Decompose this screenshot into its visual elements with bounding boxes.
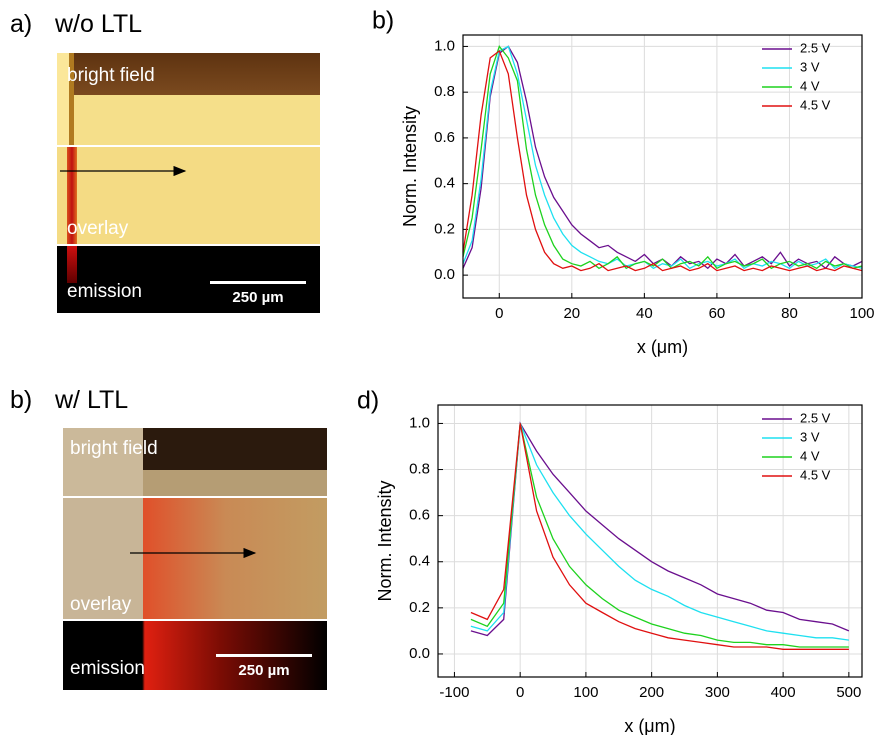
emission-stripe — [67, 146, 77, 245]
legend-label: 3 V — [800, 429, 820, 444]
y-tick-label: 0.8 — [434, 83, 455, 100]
x-tick-label: 80 — [781, 305, 798, 322]
legend-label: 2.5 V — [800, 410, 831, 425]
y-tick-label: 0.2 — [409, 599, 430, 616]
y-tick-label: 1.0 — [409, 414, 430, 431]
bright-field — [143, 470, 327, 497]
plot-frame — [437, 404, 863, 678]
bright-field — [63, 428, 143, 497]
data-line — [470, 421, 850, 637]
data-line — [470, 423, 849, 648]
micrograph: bright field overlay emission 250 µm — [63, 428, 327, 690]
x-tick-label: -100 — [439, 684, 469, 701]
panel-label: a) — [10, 10, 33, 38]
region-label: emission — [67, 281, 142, 302]
plot-frame — [462, 34, 863, 299]
scale-bar-label: 250 µm — [232, 289, 284, 306]
y-axis-label: Norm. Intensity — [400, 106, 420, 227]
y-tick-label: 0.8 — [409, 461, 430, 478]
legend-label: 4.5 V — [800, 97, 831, 112]
electrode — [73, 53, 320, 95]
micrograph: bright field overlay emission 250 µm — [57, 53, 320, 313]
overlay — [63, 497, 143, 620]
edge — [69, 53, 74, 146]
x-tick-label: 300 — [705, 684, 730, 701]
data-line — [470, 423, 849, 641]
y-tick-label: 0.0 — [409, 645, 430, 662]
scale-bar — [216, 654, 312, 657]
x-tick-label: 100 — [573, 684, 598, 701]
y-tick-label: 0.4 — [434, 175, 455, 192]
region-label: bright field — [67, 65, 155, 86]
edge — [57, 53, 69, 146]
x-tick-label: 200 — [639, 684, 664, 701]
x-tick-label: 60 — [709, 305, 726, 322]
x-tick-label: 20 — [563, 305, 580, 322]
electrode — [143, 428, 327, 470]
overlay — [143, 497, 327, 620]
legend-label: 4 V — [800, 448, 820, 463]
y-tick-label: 0.6 — [409, 507, 430, 524]
scale-bar — [210, 281, 306, 284]
separator — [57, 145, 320, 147]
region-label: emission — [70, 658, 145, 679]
panel-title: w/o LTL — [55, 10, 143, 38]
legend-label: 4 V — [800, 78, 820, 93]
y-tick-label: 0.4 — [409, 553, 430, 570]
region-label: overlay — [70, 594, 132, 615]
separator — [57, 244, 320, 246]
x-tick-label: 0 — [495, 305, 503, 322]
y-tick-label: 0.6 — [434, 129, 455, 146]
overlay — [57, 146, 320, 245]
legend-label: 2.5 V — [800, 40, 831, 55]
y-tick-label: 1.0 — [434, 37, 455, 54]
panel-label: b) — [372, 7, 394, 35]
y-axis-label: Norm. Intensity — [375, 480, 395, 601]
region-label: bright field — [70, 438, 158, 459]
x-axis-label: x (μm) — [624, 716, 675, 735]
x-tick-label: 400 — [771, 684, 796, 701]
x-tick-label: 40 — [636, 305, 653, 322]
data-line — [462, 49, 863, 272]
y-tick-label: 0.2 — [434, 220, 455, 237]
region-label: overlay — [67, 218, 129, 239]
y-tick-label: 0.0 — [434, 266, 455, 283]
legend-label: 3 V — [800, 59, 820, 74]
emission — [57, 245, 320, 313]
legend-label: 4.5 V — [800, 467, 831, 482]
data-line — [462, 45, 863, 270]
x-tick-label: 0 — [516, 684, 524, 701]
data-line — [470, 423, 849, 650]
separator — [63, 619, 327, 621]
x-tick-label: 500 — [836, 684, 861, 701]
panel-title: w/ LTL — [55, 386, 129, 414]
x-axis-label: x (μm) — [637, 337, 688, 357]
data-line — [462, 45, 863, 270]
x-tick-label: 100 — [849, 305, 874, 322]
scale-bar-label: 250 µm — [238, 662, 290, 679]
panel-label: d) — [357, 387, 379, 415]
separator — [63, 496, 327, 498]
emission-stripe — [67, 245, 77, 283]
panel-label: b) — [10, 386, 33, 414]
